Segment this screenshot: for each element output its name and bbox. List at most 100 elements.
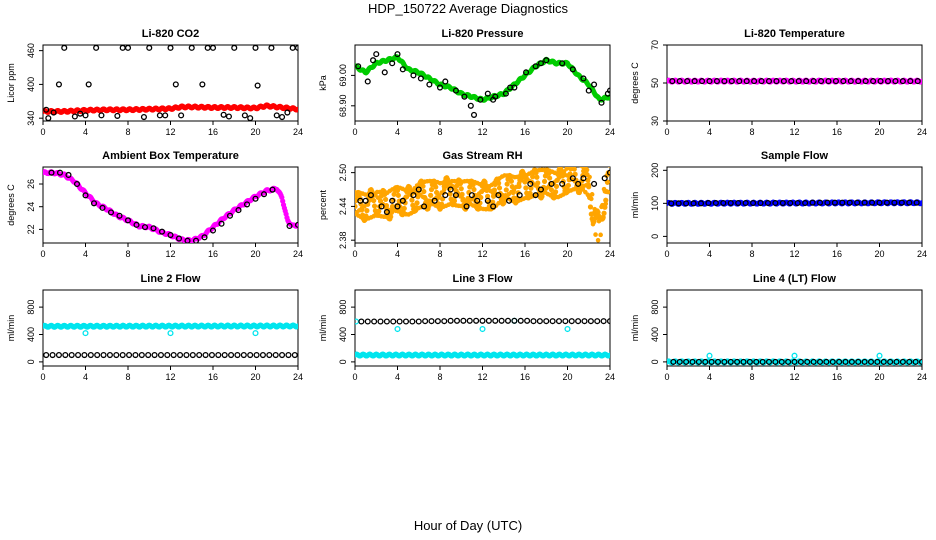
- data-point: [65, 171, 72, 178]
- data-point: [45, 115, 52, 121]
- data-point: [721, 358, 728, 365]
- data-point: [503, 187, 509, 193]
- data-point: [381, 69, 388, 76]
- data-point: [753, 358, 760, 365]
- data-point: [840, 78, 847, 85]
- data-point: [537, 186, 544, 193]
- data-point: [378, 198, 383, 204]
- data-point: [535, 180, 541, 186]
- data-point: [259, 351, 266, 359]
- x-tick-label: 8: [749, 249, 754, 259]
- data-point: [378, 203, 385, 210]
- data-point: [893, 358, 900, 365]
- data-point: [773, 78, 780, 85]
- data-point: [855, 358, 862, 365]
- data-point: [396, 318, 403, 325]
- data-point: [691, 78, 698, 85]
- data-point: [466, 317, 473, 324]
- chart-panel-6: Sample Flow ml/min 0 4 8 12 16 20 24 0 100 200: [630, 150, 927, 259]
- panel-title: Sample Flow: [761, 150, 829, 162]
- data-point: [138, 351, 145, 359]
- data-point: [377, 318, 384, 325]
- data-point: [914, 78, 921, 85]
- data-point: [426, 81, 433, 88]
- data-point: [394, 51, 401, 58]
- x-tick-label: 8: [125, 249, 130, 259]
- data-point: [355, 318, 360, 325]
- data-point: [536, 318, 543, 325]
- data-point: [252, 45, 259, 51]
- data-point: [113, 351, 120, 359]
- data-point: [759, 358, 766, 365]
- data-point: [584, 167, 590, 173]
- data-point: [409, 197, 415, 203]
- x-tick-label: 8: [437, 372, 442, 382]
- data-point: [87, 351, 94, 359]
- data-point: [428, 186, 435, 193]
- data-point: [751, 78, 758, 85]
- data-point: [548, 180, 555, 187]
- data-point: [119, 351, 126, 359]
- data-point: [428, 318, 435, 325]
- data-point: [586, 182, 592, 187]
- data-point: [358, 318, 365, 325]
- data-point: [601, 210, 607, 216]
- data-point: [294, 45, 298, 51]
- data-point: [82, 112, 89, 119]
- series-2: [48, 169, 298, 243]
- data-point: [373, 51, 380, 58]
- data-point: [235, 207, 242, 214]
- x-tick-label: 4: [707, 372, 712, 382]
- data-point: [523, 69, 530, 76]
- data-point: [167, 232, 174, 239]
- data-point: [391, 191, 397, 197]
- data-point: [389, 197, 396, 204]
- data-point: [162, 112, 169, 119]
- data-point: [591, 81, 598, 88]
- y-tick-label: 0: [650, 234, 660, 239]
- data-point: [562, 318, 569, 325]
- data-point: [399, 66, 406, 73]
- data-point: [867, 358, 875, 365]
- data-point: [601, 175, 608, 182]
- data-point: [409, 318, 416, 325]
- x-tick-label: 4: [707, 249, 712, 259]
- data-point: [85, 81, 92, 88]
- chart-panel-8: Line 3 Flow ml/min 0 4 8 12 16 20 24 0 400 800: [318, 273, 615, 382]
- data-point: [164, 351, 171, 359]
- data-point: [887, 358, 894, 365]
- data-point: [468, 192, 475, 199]
- data-point: [517, 317, 524, 324]
- data-point: [196, 351, 203, 359]
- data-point: [94, 351, 101, 359]
- x-tick-label: 4: [83, 127, 88, 137]
- data-point: [490, 203, 497, 210]
- x-tick-label: 24: [293, 372, 303, 382]
- data-point: [285, 351, 292, 359]
- data-point: [854, 199, 861, 206]
- data-point: [485, 317, 492, 324]
- data-point: [736, 78, 743, 85]
- series-2: [668, 199, 920, 207]
- data-point: [272, 351, 279, 359]
- data-point: [578, 167, 581, 168]
- series-3: [670, 358, 922, 365]
- x-tick-label: 20: [562, 372, 572, 382]
- data-point: [810, 78, 817, 85]
- data-point: [145, 351, 152, 359]
- y-tick-label: 69.00: [338, 64, 348, 87]
- x-tick-label: 20: [874, 127, 884, 137]
- data-point: [877, 78, 884, 85]
- data-point: [295, 106, 298, 112]
- data-point: [607, 162, 611, 166]
- data-point: [228, 351, 235, 359]
- data-point: [899, 358, 906, 365]
- data-point: [364, 78, 371, 85]
- data-point: [669, 78, 676, 85]
- data-point: [861, 199, 868, 206]
- series-2: [43, 45, 298, 121]
- series-1: [355, 54, 610, 103]
- data-point: [158, 228, 166, 235]
- data-point: [225, 113, 232, 120]
- data-point: [598, 99, 605, 106]
